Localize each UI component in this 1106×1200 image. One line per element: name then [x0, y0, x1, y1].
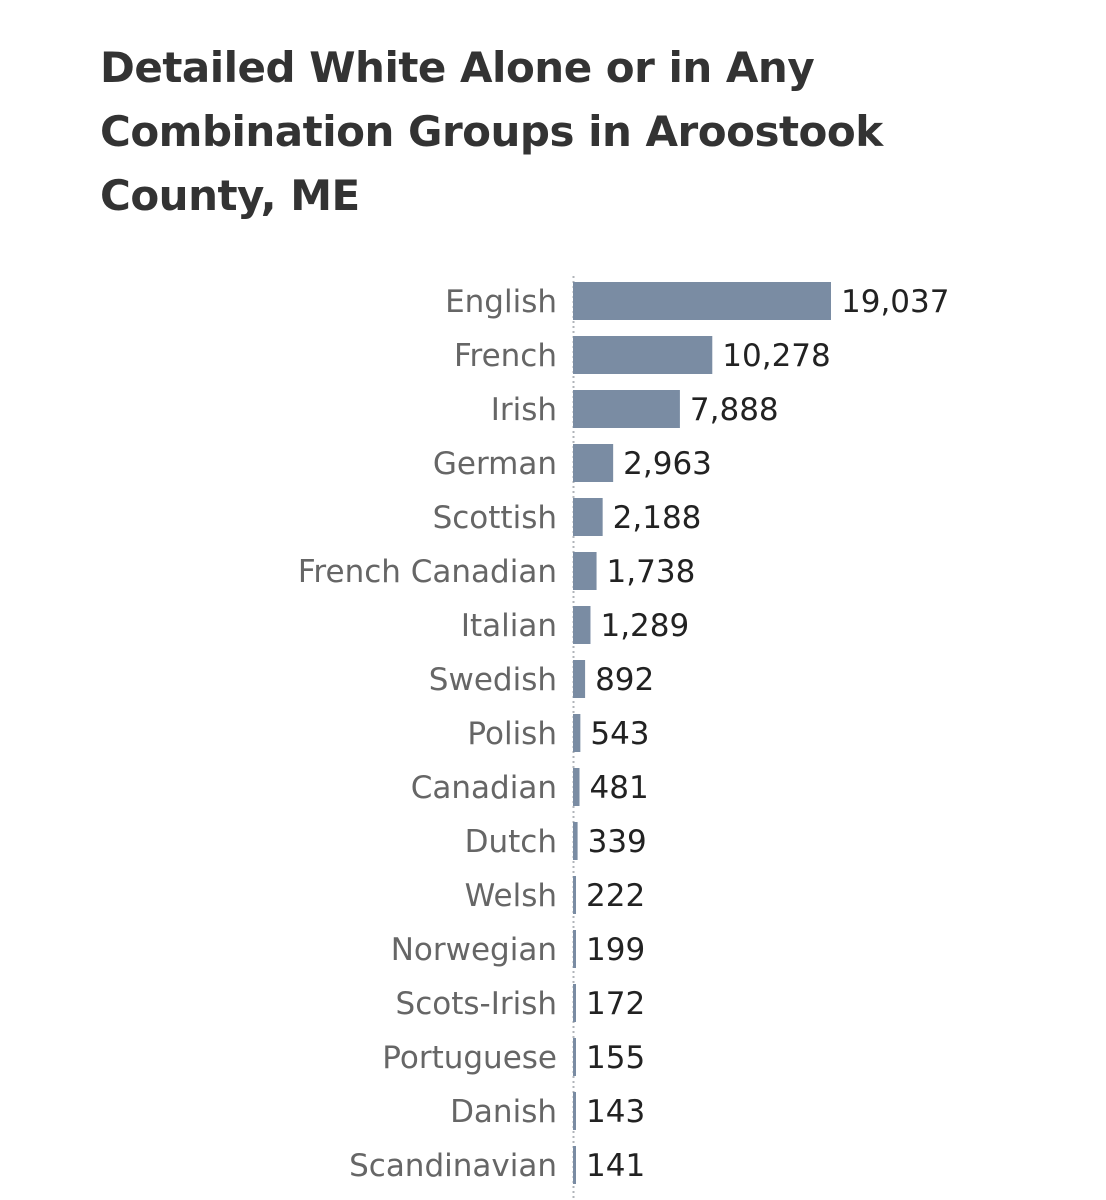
- value-label: 892: [595, 662, 654, 698]
- value-label: 339: [588, 824, 647, 860]
- value-label: 543: [590, 716, 649, 752]
- value-label: 172: [586, 986, 645, 1022]
- value-label: 199: [586, 932, 645, 968]
- category-label: Swedish: [429, 662, 557, 698]
- bar-canadian: [573, 768, 580, 806]
- category-label: German: [433, 446, 557, 482]
- value-label: 155: [586, 1040, 645, 1076]
- bar-scots-irish: [573, 984, 576, 1022]
- value-label: 1,738: [607, 554, 696, 590]
- category-label: Irish: [491, 392, 557, 428]
- value-label: 1,289: [600, 608, 689, 644]
- value-label: 10,278: [722, 338, 830, 374]
- value-label: 7,888: [690, 392, 779, 428]
- chart-title: Detailed White Alone or in Any Combinati…: [100, 43, 883, 220]
- bar-portuguese: [573, 1038, 576, 1076]
- value-label: 143: [586, 1094, 645, 1130]
- bar-norwegian: [573, 930, 576, 968]
- bar-scottish: [573, 498, 603, 536]
- bar-english: [573, 282, 831, 320]
- category-label: Dutch: [465, 824, 557, 860]
- value-label: 2,188: [613, 500, 702, 536]
- bar-dutch: [573, 822, 578, 860]
- value-label: 481: [590, 770, 649, 806]
- category-label: French: [454, 338, 557, 374]
- bar-scandinavian: [573, 1146, 576, 1184]
- category-label: Scots-Irish: [396, 986, 557, 1022]
- value-label: 2,963: [623, 446, 712, 482]
- category-label: Polish: [467, 716, 557, 752]
- value-label: 222: [586, 878, 645, 914]
- bar-welsh: [573, 876, 577, 914]
- category-label: Danish: [450, 1094, 557, 1130]
- category-label: Canadian: [411, 770, 557, 806]
- category-labels-group: English French Irish German Scottish French C…: [298, 284, 557, 1184]
- bar-swedish: [573, 660, 586, 698]
- bar-french-canadian: [573, 552, 597, 590]
- category-label: Portuguese: [382, 1040, 557, 1076]
- value-label: 141: [586, 1148, 645, 1184]
- bar-irish: [573, 390, 680, 428]
- bars-group: [573, 282, 831, 1184]
- category-label: Scandinavian: [349, 1148, 557, 1184]
- bar-polish: [573, 714, 581, 752]
- bar-italian: [573, 606, 591, 644]
- category-label: English: [445, 284, 557, 320]
- bar-german: [573, 444, 614, 482]
- bar-danish: [573, 1092, 576, 1130]
- value-labels-group: 19,037 10,278 7,888 2,963 2,188 1,738 1,289 892…: [586, 284, 949, 1184]
- category-label: Scottish: [433, 500, 557, 536]
- category-label: Welsh: [465, 878, 557, 914]
- bar-french: [573, 336, 713, 374]
- category-label: Norwegian: [391, 932, 557, 968]
- category-label: Italian: [461, 608, 557, 644]
- value-label: 19,037: [841, 284, 949, 320]
- category-label: French Canadian: [298, 554, 557, 590]
